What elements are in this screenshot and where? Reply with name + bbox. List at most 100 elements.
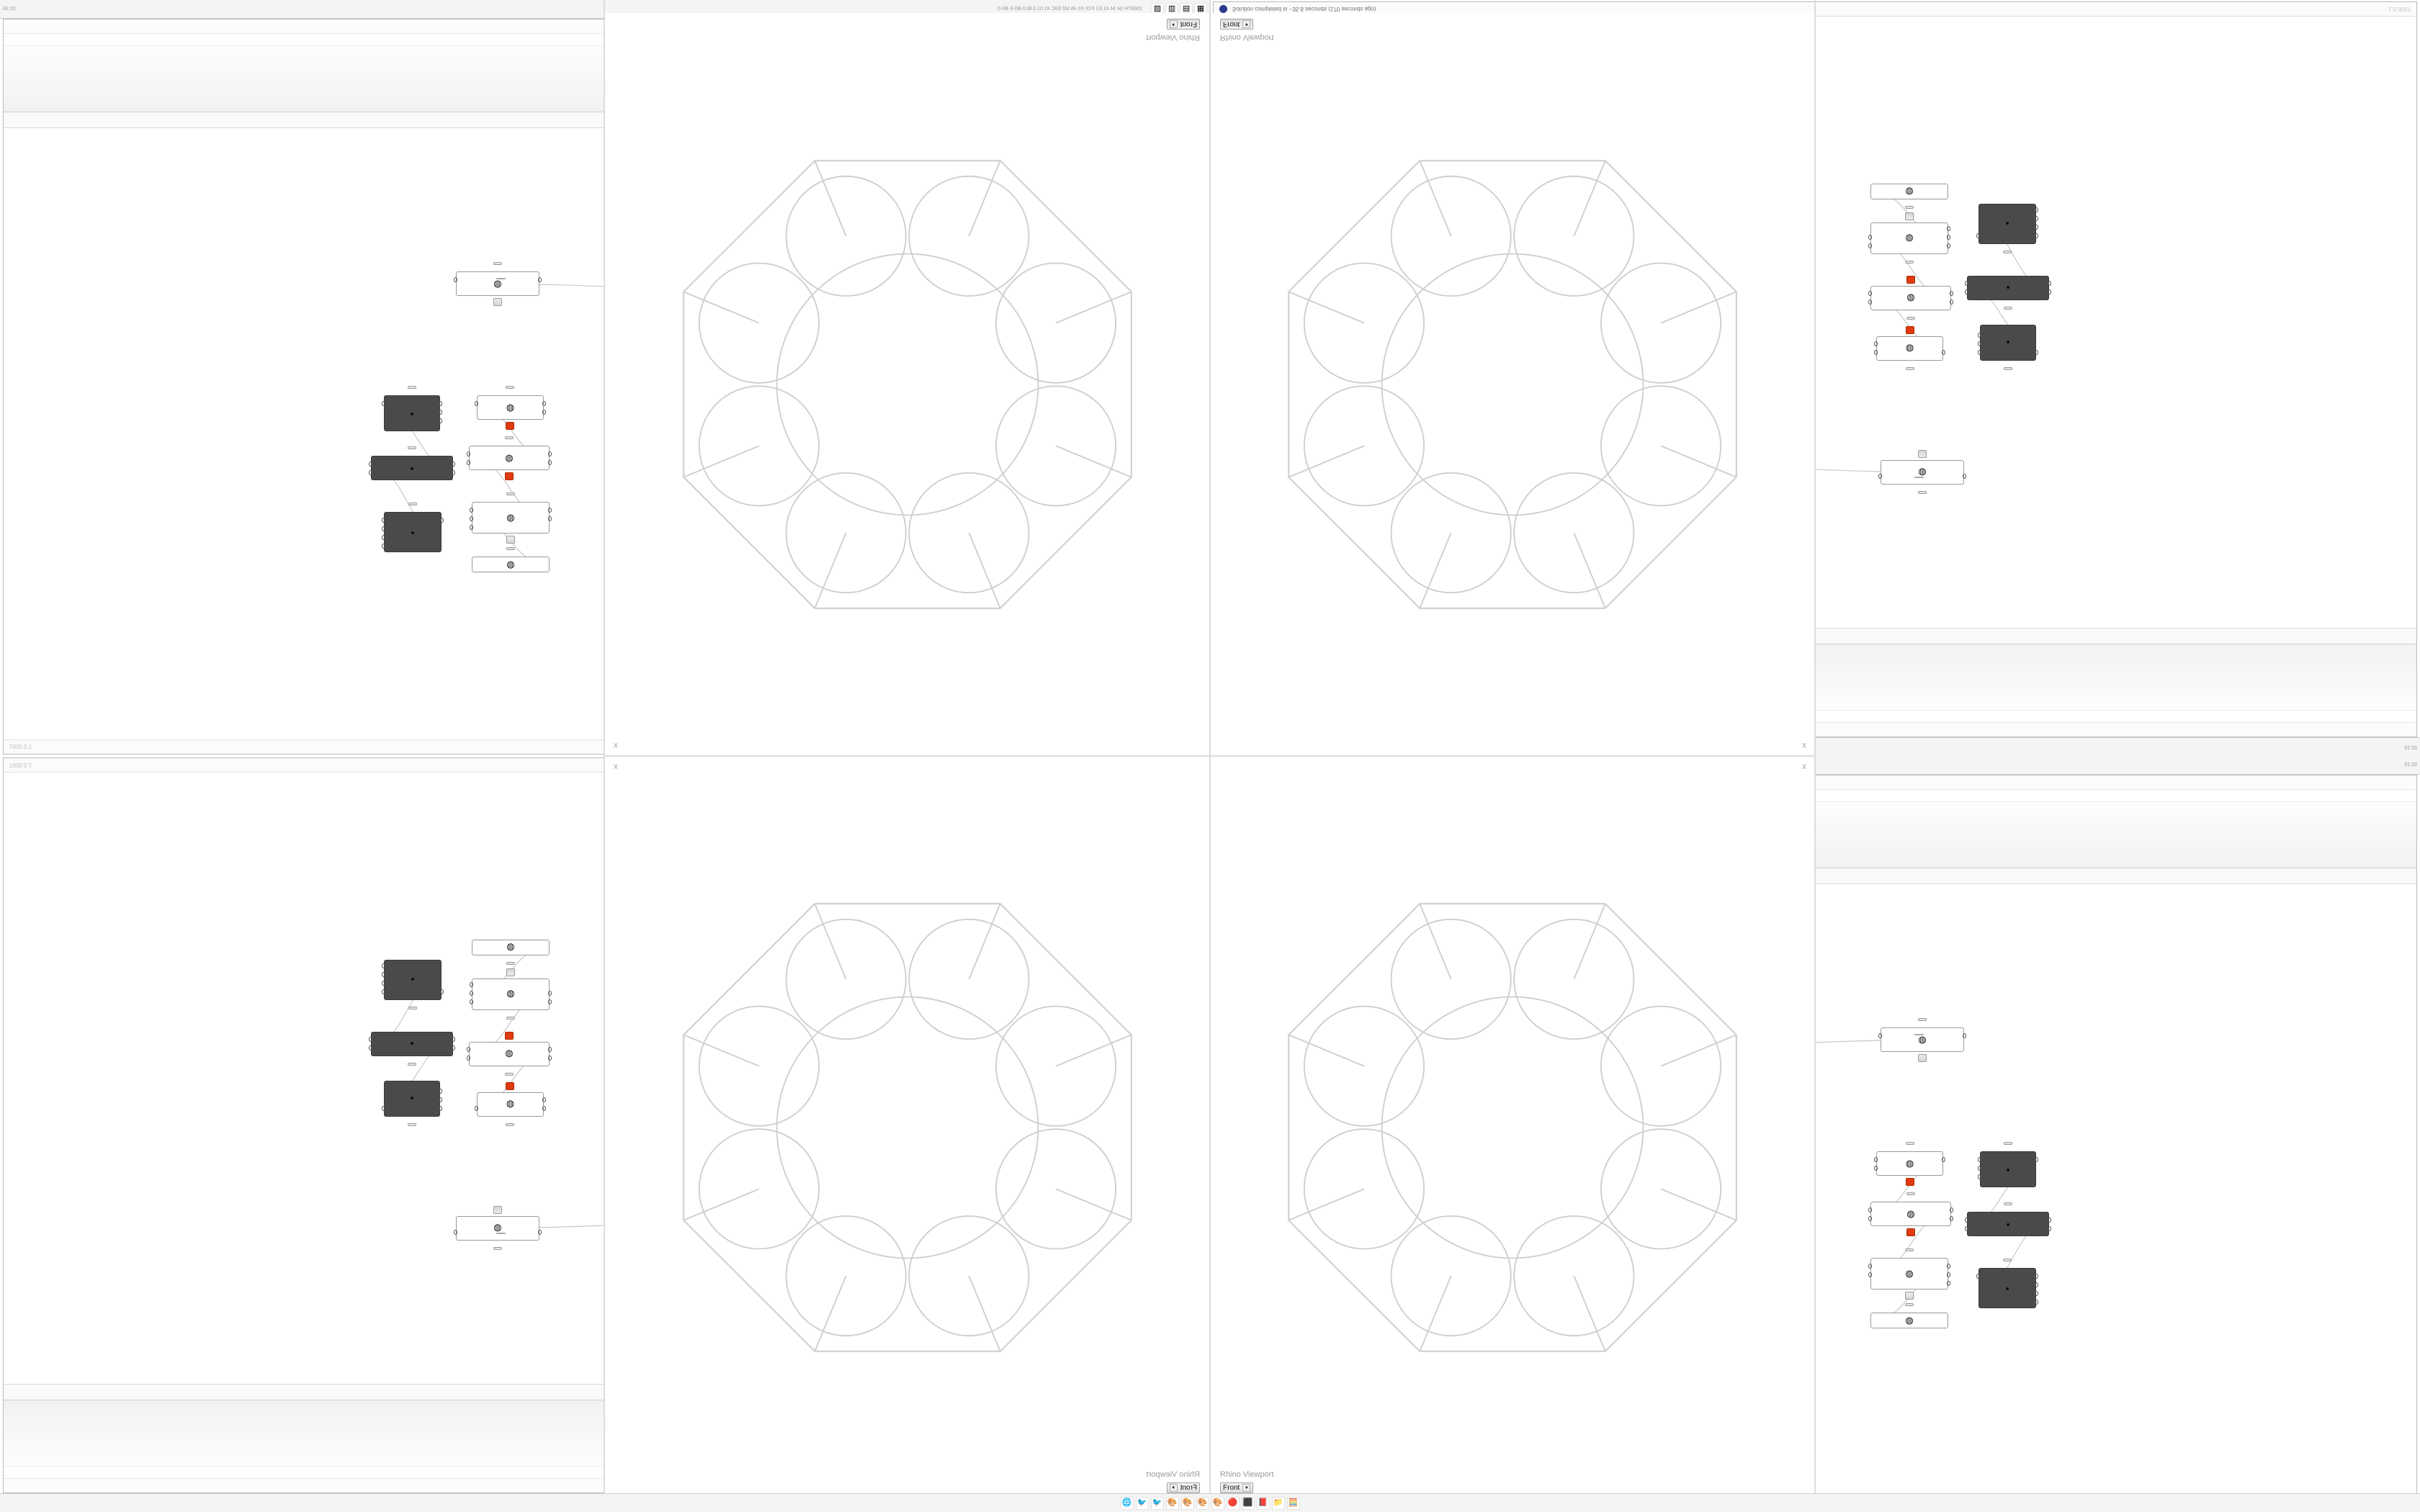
palette-icon[interactable]: 🎨 [1180, 1496, 1194, 1510]
gh-input-port[interactable] [439, 1097, 442, 1102]
gh-output-port[interactable] [470, 999, 473, 1004]
gh-node-caption[interactable] [1918, 1018, 1927, 1021]
gh-input-port[interactable] [548, 516, 552, 521]
gh-output-port[interactable] [1942, 350, 1945, 355]
gh-node[interactable]: ◍ [475, 386, 546, 430]
gh-node[interactable]: ◍ [1868, 1192, 1953, 1236]
gh-output-port[interactable] [1950, 291, 1953, 296]
gh-node-body[interactable]: ◍ [1870, 1313, 1948, 1328]
gh-output-port[interactable] [382, 989, 385, 994]
gh-node-caption[interactable] [506, 386, 515, 389]
gh-input-port[interactable] [1878, 1033, 1882, 1038]
gh-output-port[interactable] [369, 462, 372, 467]
gh-node-caption[interactable] [506, 492, 515, 495]
gh-output-port[interactable] [470, 516, 473, 521]
gh-output-port[interactable] [467, 460, 470, 465]
gh-output-port[interactable] [382, 963, 385, 968]
gh-node-caption[interactable] [1906, 1192, 1915, 1195]
gh-input-port[interactable] [1868, 1264, 1872, 1269]
palette-icon[interactable]: 🎨 [1211, 1496, 1224, 1510]
gh-output-port[interactable] [2035, 1291, 2038, 1296]
gh-node-body[interactable]: ◍ [470, 978, 552, 1010]
gh-output-port[interactable] [467, 1056, 470, 1061]
gh-output-port[interactable] [1950, 1207, 1953, 1212]
gh-node-caption[interactable] [493, 1247, 502, 1250]
gh-output-port[interactable] [1947, 1272, 1950, 1277]
gh-output-port[interactable] [1947, 243, 1950, 248]
gh-node-body[interactable]: ◍ [1868, 1258, 1950, 1290]
gh-input-port[interactable] [548, 451, 552, 456]
gh-node-caption[interactable] [408, 1007, 417, 1009]
gh-node-caption[interactable] [1905, 261, 1914, 264]
gh-output-port[interactable] [2035, 225, 2038, 230]
gh-input-port[interactable] [1978, 341, 1981, 346]
gh-output-port[interactable] [369, 1045, 372, 1050]
gh-node[interactable]: ◍ [1874, 1142, 1945, 1186]
gh-node[interactable]: ◍ [470, 968, 552, 1020]
right-panel-splitter[interactable] [1814, 0, 1816, 1512]
gh-input-port[interactable] [1976, 233, 1980, 238]
gh-output-port[interactable] [2035, 1274, 2038, 1279]
chevron-down-icon[interactable]: ▼ [1169, 1484, 1178, 1492]
gh-node-caption[interactable] [506, 547, 515, 550]
gh-output-port[interactable] [1950, 300, 1953, 305]
gh-input-port[interactable] [1874, 1157, 1878, 1162]
gh-node-caption[interactable] [2004, 1202, 2012, 1205]
gh-node[interactable]: ▪ [1965, 276, 2051, 310]
palette-icon[interactable]: 🎨 [1196, 1496, 1209, 1510]
gh-output-port[interactable] [382, 981, 385, 986]
gh-node[interactable]: ◍ [454, 1206, 542, 1250]
gh-node[interactable]: ◍ [472, 940, 550, 965]
rhino-viewport-top-right[interactable]: Rhino Viewport Front ▼ X [1210, 13, 1815, 756]
chrome-icon[interactable]: 🌐 [1120, 1496, 1134, 1510]
gh-output-port[interactable] [2035, 216, 2038, 221]
palette-icon[interactable]: 🎨 [1165, 1496, 1179, 1510]
gh-node[interactable]: ▪ [1978, 325, 2038, 370]
calc-icon[interactable]: 🧮 [1286, 1496, 1300, 1510]
gh-node[interactable]: ◍ [1868, 212, 1950, 264]
bw-icon[interactable]: ⬛ [1241, 1496, 1255, 1510]
viewport-view-dropdown[interactable]: Front ▼ [1166, 19, 1200, 30]
gh-input-port[interactable] [1978, 333, 1981, 338]
gh-node-body[interactable]: ◍ [1878, 460, 1966, 485]
gh-output-port[interactable] [467, 451, 470, 456]
gh-input-port[interactable] [1965, 1218, 1968, 1223]
gh-node[interactable]: ◍ [1870, 184, 1948, 209]
gh-input-port[interactable] [1868, 1272, 1872, 1277]
gh-node-body[interactable]: ◍ [454, 271, 542, 296]
gh-output-port[interactable] [2035, 233, 2038, 238]
gh-input-port[interactable] [548, 1047, 552, 1052]
gh-output-port[interactable] [369, 1037, 372, 1042]
gh-node-body[interactable]: ◍ [472, 557, 550, 572]
gh-input-port[interactable] [439, 418, 442, 423]
gh-input-port[interactable] [1878, 474, 1882, 479]
gh-node-caption[interactable] [408, 503, 417, 505]
gh-node-caption[interactable] [2004, 367, 2012, 370]
gh-node[interactable]: ◍ [1868, 276, 1953, 320]
gh-node[interactable]: ◍ [454, 262, 542, 306]
gh-output-port[interactable] [1947, 1281, 1950, 1286]
gh-node-caption[interactable] [1906, 317, 1915, 320]
gh-output-port[interactable] [470, 525, 473, 530]
gh-output-port[interactable] [382, 518, 385, 523]
gh-input-port[interactable] [1976, 1274, 1980, 1279]
gh-input-port[interactable] [1965, 1226, 1968, 1231]
gh-output-port[interactable] [1963, 474, 1966, 479]
gh-node-body[interactable]: ◍ [1878, 1027, 1966, 1052]
gh-node-caption[interactable] [506, 962, 515, 965]
gh-output-port[interactable] [382, 972, 385, 977]
gh-output-port[interactable] [382, 1106, 385, 1111]
gh-node-body[interactable]: ▪ [1976, 204, 2038, 244]
gh-node[interactable]: ▪ [1976, 204, 2038, 253]
gh-output-port[interactable] [369, 470, 372, 475]
gh-node-body[interactable]: ▪ [369, 1032, 455, 1056]
gh-input-port[interactable] [538, 1230, 542, 1235]
gh-input-port[interactable] [439, 1106, 442, 1111]
gh-input-port[interactable] [548, 999, 552, 1004]
gh-node-caption[interactable] [1905, 367, 1914, 370]
gh-node-body[interactable]: ▪ [1976, 1268, 2038, 1308]
gh-node[interactable]: ▪ [1976, 1259, 2038, 1308]
gh-node[interactable]: ◍ [1878, 1018, 1966, 1062]
gh-node-body[interactable]: ◍ [1870, 184, 1948, 199]
gh-input-port[interactable] [1868, 300, 1872, 305]
